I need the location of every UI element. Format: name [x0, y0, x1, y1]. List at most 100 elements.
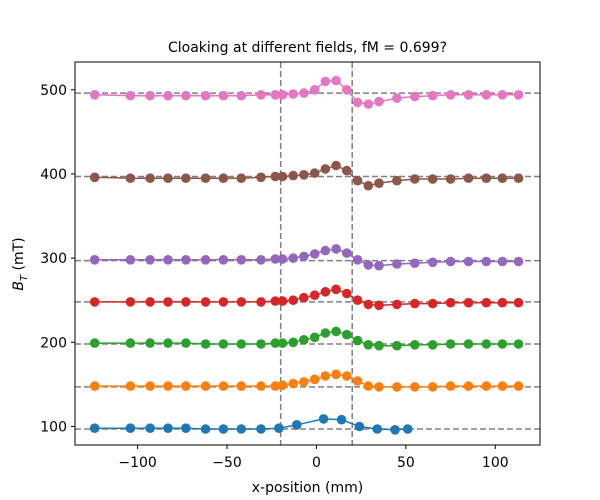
- data-point: [89, 172, 100, 183]
- data-point: [299, 251, 309, 262]
- data-point: [463, 297, 474, 308]
- data-point: [352, 97, 363, 108]
- data-point: [497, 297, 508, 308]
- data-point: [89, 297, 100, 307]
- data-point: [342, 371, 352, 381]
- data-point: [497, 381, 508, 391]
- data-point: [309, 85, 320, 95]
- data-point: [125, 173, 136, 183]
- data-point: [163, 338, 173, 348]
- data-point: [145, 338, 155, 348]
- data-point: [309, 168, 320, 178]
- data-point: [392, 340, 402, 351]
- data-point: [463, 256, 474, 267]
- data-point: [218, 424, 229, 434]
- data-point: [288, 337, 299, 348]
- data-point: [299, 377, 309, 387]
- data-point: [181, 381, 191, 391]
- data-point: [181, 90, 191, 101]
- data-point: [331, 369, 341, 380]
- data-point: [318, 414, 329, 424]
- data-point: [445, 381, 456, 391]
- data-point: [145, 423, 155, 434]
- data-point: [89, 90, 100, 100]
- data-point: [336, 414, 347, 425]
- data-point: [410, 298, 420, 309]
- data-point: [299, 335, 309, 345]
- data-point: [218, 90, 229, 101]
- data-point: [374, 382, 384, 392]
- data-point: [125, 338, 136, 348]
- data-point: [181, 297, 191, 307]
- data-point: [200, 90, 211, 101]
- data-point: [374, 260, 384, 271]
- data-point: [331, 244, 341, 254]
- data-point: [320, 328, 331, 338]
- data-point: [513, 90, 524, 100]
- data-point: [256, 424, 266, 434]
- data-point: [277, 338, 288, 348]
- data-point: [270, 254, 281, 264]
- data-point: [410, 91, 420, 102]
- data-point: [125, 90, 136, 101]
- data-point: [236, 381, 247, 391]
- data-point: [481, 297, 492, 308]
- data-point: [392, 299, 402, 310]
- data-point: [445, 339, 456, 349]
- data-point: [200, 381, 211, 391]
- data-point: [445, 174, 456, 184]
- data-point: [481, 381, 492, 391]
- data-point: [236, 424, 247, 434]
- data-point: [352, 295, 363, 306]
- data-point: [163, 90, 173, 101]
- chart-title: Cloaking at different fields, fM = 0.699…: [168, 40, 447, 56]
- data-point: [274, 423, 284, 434]
- data-point: [342, 165, 352, 176]
- data-point: [342, 288, 352, 299]
- data-point: [331, 75, 341, 86]
- x-axis-ticks: −100 −50 0 50 100: [118, 445, 509, 471]
- data-point: [331, 284, 341, 295]
- data-point: [277, 380, 288, 391]
- data-point: [363, 299, 374, 310]
- data-point: [513, 256, 524, 267]
- data-point: [277, 296, 288, 306]
- data-point: [463, 381, 474, 391]
- data-point: [236, 297, 247, 307]
- data-point: [218, 339, 229, 349]
- data-point: [89, 381, 100, 391]
- y-tick-label: 400: [40, 167, 67, 183]
- data-point: [427, 340, 438, 350]
- data-point: [497, 339, 508, 349]
- x-tick-label: 100: [482, 455, 509, 471]
- x-axis-label: x-position (mm): [252, 480, 363, 496]
- y-tick-label: 100: [40, 419, 67, 435]
- data-point: [163, 423, 173, 434]
- data-point: [390, 425, 400, 435]
- data-point: [463, 173, 474, 183]
- data-point: [392, 259, 402, 269]
- series-1: [89, 369, 524, 392]
- data-point: [218, 173, 229, 183]
- data-point: [445, 256, 456, 267]
- data-point: [410, 340, 420, 350]
- data-series: [89, 75, 524, 435]
- data-point: [513, 297, 524, 308]
- data-point: [163, 173, 173, 183]
- data-point: [299, 292, 309, 303]
- y-axis-label-unit: (mT): [11, 237, 27, 275]
- data-point: [181, 338, 191, 348]
- data-point: [513, 381, 524, 391]
- data-point: [200, 339, 211, 349]
- data-point: [181, 423, 191, 434]
- data-point: [410, 258, 420, 269]
- data-point: [427, 382, 438, 392]
- data-point: [288, 170, 299, 181]
- data-point: [277, 171, 288, 182]
- data-point: [218, 381, 229, 391]
- data-point: [481, 173, 492, 183]
- data-point: [481, 256, 492, 267]
- data-point: [497, 90, 508, 100]
- series-0: [89, 414, 413, 435]
